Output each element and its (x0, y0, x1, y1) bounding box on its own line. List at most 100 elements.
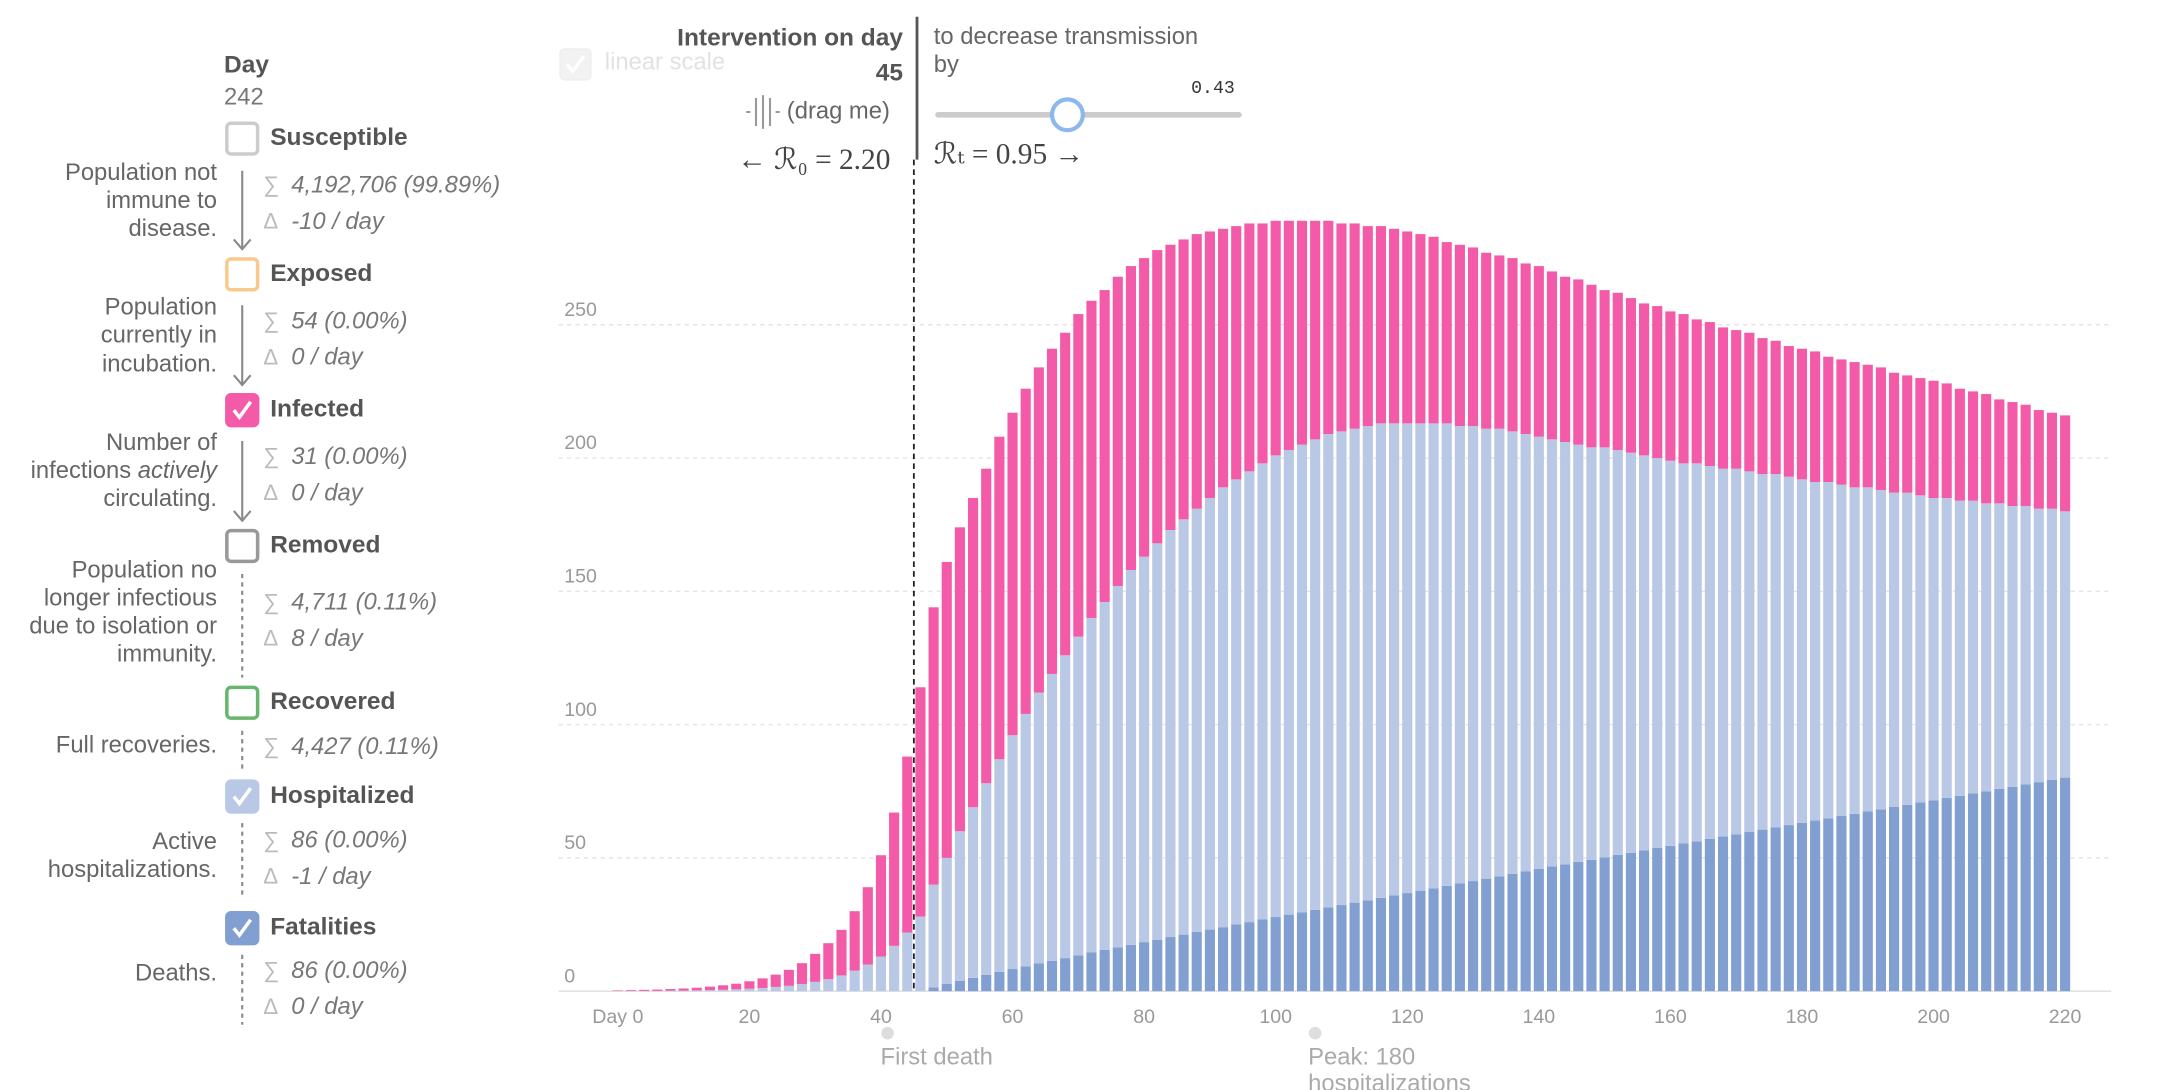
bar-segment (1310, 909, 1321, 992)
slider-knob[interactable] (1049, 97, 1085, 133)
description-emphasis: actively (138, 457, 219, 484)
bar-segment (1678, 463, 1689, 844)
bar-segment (915, 916, 926, 992)
bar-segment (1454, 244, 1465, 427)
drag-hint[interactable]: (drag me) (787, 97, 890, 124)
scale-checkbox[interactable] (559, 48, 592, 81)
x-tick-label: 220 (2049, 1006, 2082, 1028)
description: due to isolation or (29, 612, 217, 639)
checkbox[interactable] (225, 685, 260, 720)
scale-check (565, 54, 586, 75)
compartment-name[interactable]: Exposed (270, 260, 372, 287)
bar-segment (1323, 220, 1334, 435)
checkbox[interactable] (225, 257, 260, 292)
bar-segment (1691, 319, 1702, 464)
bar-segment (1231, 226, 1242, 480)
bar-segment (1125, 944, 1137, 992)
bar-segment (1125, 569, 1137, 945)
bar-segment (783, 985, 794, 992)
sum-value: 4,711 (0.11%) (291, 589, 437, 616)
bar-segment (1862, 364, 1873, 488)
bar-segment (968, 977, 979, 992)
bar-segment (1770, 827, 1781, 992)
bar-segment (862, 887, 873, 965)
description: infections actively (31, 457, 219, 484)
bar-segment (1902, 492, 1913, 805)
sum-value: 4,427 (0.11%) (291, 733, 439, 760)
compartment-name[interactable]: Fatalities (270, 914, 376, 941)
flow-arrowhead (233, 510, 252, 523)
bar-segment (1270, 917, 1281, 992)
bar-segment (1349, 223, 1360, 429)
bar-segment (1283, 450, 1294, 915)
compartment-name[interactable]: Removed (270, 531, 380, 558)
annotation-marker (881, 1026, 894, 1040)
delta-value: -10 / day (291, 208, 386, 235)
bar-segment (1073, 314, 1084, 637)
bar-segment (1941, 498, 1952, 798)
bar-segment (1915, 495, 1926, 803)
bar-segment (1270, 455, 1281, 918)
bar-segment (1270, 220, 1281, 456)
x-tick-label: 180 (1786, 1006, 1819, 1028)
bar-segment (1612, 292, 1623, 451)
bar-segment (1389, 228, 1400, 424)
bar-segment (1231, 479, 1242, 925)
bar-segment (1796, 479, 1808, 823)
compartment-name[interactable]: Susceptible (270, 124, 407, 151)
bar-segment (1967, 793, 1979, 992)
description: longer infectious (44, 584, 217, 611)
bar-segment (1744, 332, 1755, 472)
bar-segment (1428, 423, 1439, 889)
bar-segment (1836, 816, 1847, 992)
bar-segment (1178, 519, 1189, 935)
x-tick-label: Day 0 (592, 1006, 643, 1028)
bar-segment (1560, 864, 1571, 992)
bar-segment (1441, 242, 1452, 424)
delta-symbol: Δ (263, 626, 278, 651)
bar-segment (2007, 506, 2018, 787)
bar-segment (1020, 388, 1031, 714)
compartment-name[interactable]: Hospitalized (270, 782, 414, 809)
bar-segment (1546, 439, 1558, 867)
drag-icon[interactable] (746, 95, 780, 129)
bar-segment (889, 945, 900, 992)
bar-segment (1665, 311, 1676, 461)
bar-segment (1296, 912, 1308, 992)
bar-segment (1796, 348, 1808, 480)
checkbox[interactable] (225, 121, 260, 156)
bar-segment (1007, 412, 1018, 736)
day-label: Day (224, 51, 269, 78)
bar-segment (1257, 223, 1268, 464)
bar-segment (994, 971, 1005, 992)
bar-segment (1231, 924, 1242, 992)
bar-segment (691, 990, 702, 992)
bar-segment (1217, 487, 1229, 928)
delta-value: 0 / day (291, 479, 364, 506)
compartment-name[interactable]: Infected (270, 396, 364, 423)
bar-segment (836, 975, 847, 992)
description: Number of (106, 429, 217, 456)
checkbox[interactable] (225, 779, 260, 814)
scale-option[interactable]: linear scale (605, 48, 725, 75)
delta-value: 0 / day (291, 344, 364, 371)
intervention-title: Intervention on day (677, 25, 903, 52)
checkbox[interactable] (225, 911, 260, 946)
bar-segment (1967, 500, 1979, 794)
checkbox[interactable] (225, 393, 260, 428)
bar-segment (1139, 942, 1150, 992)
bar-segment (928, 987, 939, 992)
checkbox[interactable] (225, 528, 260, 564)
bar-segment (770, 986, 781, 992)
sum-value: 86 (0.00%) (291, 827, 407, 854)
bar-segment (1586, 447, 1597, 860)
bar-segment (1007, 735, 1018, 970)
sum-symbol: ∑ (263, 589, 279, 614)
bar-segment (2033, 782, 2044, 992)
compartment-name[interactable]: Recovered (270, 688, 395, 715)
bar-segment (1362, 426, 1373, 901)
checkmark (232, 918, 253, 939)
bar-segment (1586, 859, 1597, 992)
bar-segment (757, 978, 768, 988)
